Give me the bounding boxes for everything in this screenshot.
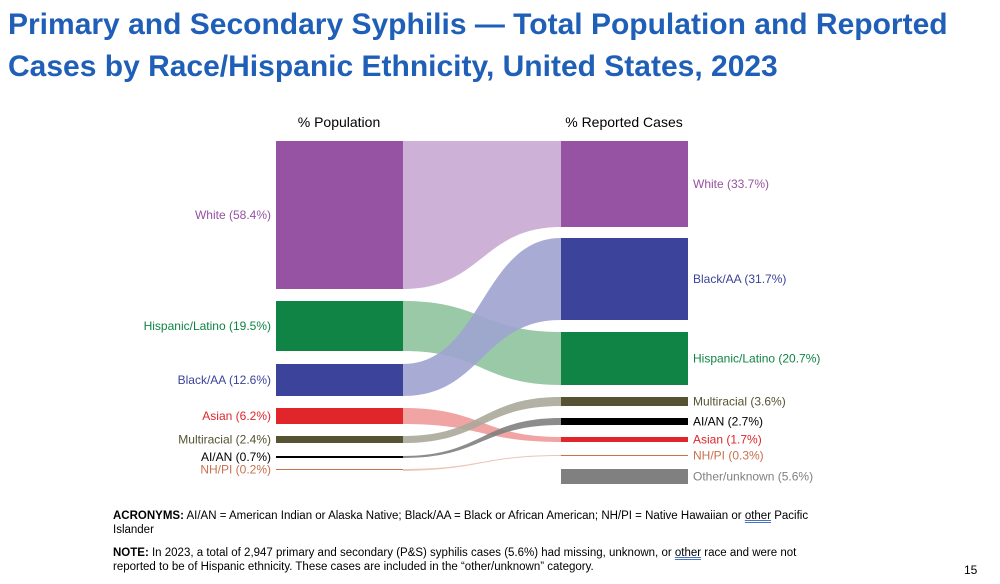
flow-asian xyxy=(403,408,561,442)
acronyms-note: ACRONYMS: AI/AN = American Indian or Ala… xyxy=(113,509,833,537)
flow-multi xyxy=(403,397,561,443)
left-label-black: Black/AA (12.6%) xyxy=(178,373,271,387)
left-label-asian: Asian (6.2%) xyxy=(202,409,271,423)
left-node-black xyxy=(276,364,403,396)
right-label-black: Black/AA (31.7%) xyxy=(693,272,786,286)
left-node-hispanic xyxy=(276,301,403,351)
right-label-hispanic: Hispanic/Latino (20.7%) xyxy=(693,352,820,366)
left-node-nhpi xyxy=(276,469,403,470)
right-label-nhpi: NH/PI (0.3%) xyxy=(693,449,764,463)
right-node-multi xyxy=(561,397,688,406)
left-label-white: White (58.4%) xyxy=(195,208,271,222)
left-label-aian: AI/AN (0.7%) xyxy=(201,450,271,464)
page-number: 15 xyxy=(964,563,978,577)
right-label-aian: AI/AN (2.7%) xyxy=(693,415,763,429)
note: NOTE: In 2023, a total of 2,947 primary … xyxy=(113,546,833,574)
right-label-asian: Asian (1.7%) xyxy=(693,433,762,447)
acronyms-label: ACRONYMS: xyxy=(113,510,184,522)
right-header: % Reported Cases xyxy=(565,114,683,130)
left-label-nhpi: NH/PI (0.2%) xyxy=(200,463,271,477)
page-title: Primary and Secondary Syphilis — Total P… xyxy=(8,8,948,83)
acronyms-text: AI/AN = American Indian or Alaska Native… xyxy=(186,510,745,522)
right-node-other xyxy=(561,469,688,484)
sankey-chart: % Population % Reported Cases White (58.… xyxy=(144,114,820,484)
flow-white xyxy=(403,141,561,289)
left-header: % Population xyxy=(298,114,381,130)
note-label: NOTE: xyxy=(113,547,149,559)
note-text: In 2023, a total of 2,947 primary and se… xyxy=(151,547,675,559)
note-text2: race and were not reported to be of Hisp… xyxy=(113,547,797,573)
left-label-hispanic: Hispanic/Latino (19.5%) xyxy=(144,319,271,333)
right-label-other: Other/unknown (5.6%) xyxy=(693,470,813,484)
left-label-multi: Multiracial (2.4%) xyxy=(178,433,271,447)
left-node-aian xyxy=(276,456,403,458)
flow-black xyxy=(403,238,561,396)
right-label-multi: Multiracial (3.6%) xyxy=(693,395,786,409)
right-node-white xyxy=(561,141,688,227)
flow-nhpi xyxy=(403,455,561,471)
right-node-black xyxy=(561,238,688,320)
right-label-white: White (33.7%) xyxy=(693,177,769,191)
acronyms-text2: Pacific Islander xyxy=(113,510,809,536)
right-node-asian xyxy=(561,437,688,442)
right-node-aian xyxy=(561,418,688,425)
right-node-nhpi xyxy=(561,455,688,456)
note-underlined: other xyxy=(674,547,702,559)
left-node-white xyxy=(276,141,403,289)
right-node-hispanic xyxy=(561,332,688,385)
left-node-multi xyxy=(276,436,403,443)
acronyms-underlined: other xyxy=(744,510,772,522)
flow-aian xyxy=(403,418,561,458)
left-node-asian xyxy=(276,408,403,424)
